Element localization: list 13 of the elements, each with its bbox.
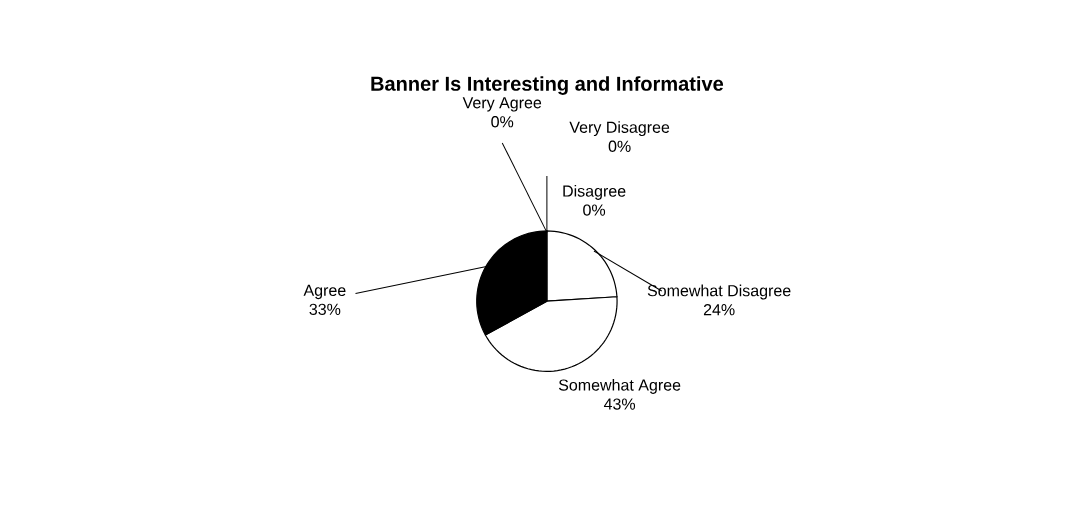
category-label: Very Agree xyxy=(462,96,542,112)
slice-label: Somewhat Disagree xyxy=(647,284,791,300)
data-label: 43% xyxy=(603,398,636,410)
category-label: Very Disagree xyxy=(569,120,670,136)
text: 0% xyxy=(583,204,606,216)
category-label: Disagree xyxy=(563,184,626,200)
chart-title: Banner Is Interesting and Informative xyxy=(371,75,724,95)
text: 0% xyxy=(608,140,631,152)
slice-label: Agree xyxy=(303,284,346,299)
data-label: 33% xyxy=(309,303,341,315)
data-label: 24% xyxy=(703,303,735,316)
slice-label: Somewhat Agree xyxy=(558,378,681,394)
text: 0% xyxy=(491,115,514,128)
